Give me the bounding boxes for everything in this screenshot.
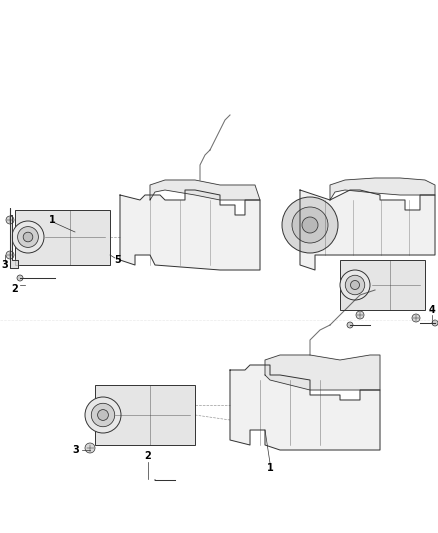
- Text: 1: 1: [267, 463, 273, 473]
- Text: 1: 1: [49, 215, 55, 225]
- Circle shape: [17, 275, 23, 281]
- Circle shape: [412, 314, 420, 322]
- Polygon shape: [330, 178, 435, 200]
- Circle shape: [6, 251, 14, 259]
- Text: 4: 4: [429, 305, 435, 315]
- Circle shape: [432, 320, 438, 326]
- Circle shape: [85, 397, 121, 433]
- Circle shape: [85, 443, 95, 453]
- Circle shape: [12, 221, 44, 253]
- Circle shape: [292, 207, 328, 243]
- Circle shape: [350, 280, 360, 289]
- Circle shape: [356, 311, 364, 319]
- Polygon shape: [265, 355, 380, 390]
- Circle shape: [347, 322, 353, 328]
- Polygon shape: [120, 190, 260, 270]
- Circle shape: [18, 227, 39, 247]
- Circle shape: [345, 275, 365, 295]
- Bar: [95, 385, 195, 445]
- Circle shape: [282, 197, 338, 253]
- Text: 3: 3: [2, 260, 8, 270]
- Text: 5: 5: [115, 255, 121, 265]
- Text: 3: 3: [73, 445, 79, 455]
- Circle shape: [6, 216, 14, 224]
- Bar: [15, 210, 110, 265]
- Polygon shape: [10, 208, 18, 268]
- Circle shape: [340, 270, 370, 300]
- Circle shape: [91, 403, 115, 427]
- Circle shape: [302, 217, 318, 233]
- Text: 2: 2: [12, 284, 18, 294]
- Circle shape: [23, 232, 33, 242]
- Bar: [340, 260, 425, 310]
- Circle shape: [98, 409, 108, 421]
- Polygon shape: [230, 365, 380, 450]
- Polygon shape: [300, 190, 435, 270]
- Text: 2: 2: [145, 451, 152, 461]
- Polygon shape: [150, 180, 260, 200]
